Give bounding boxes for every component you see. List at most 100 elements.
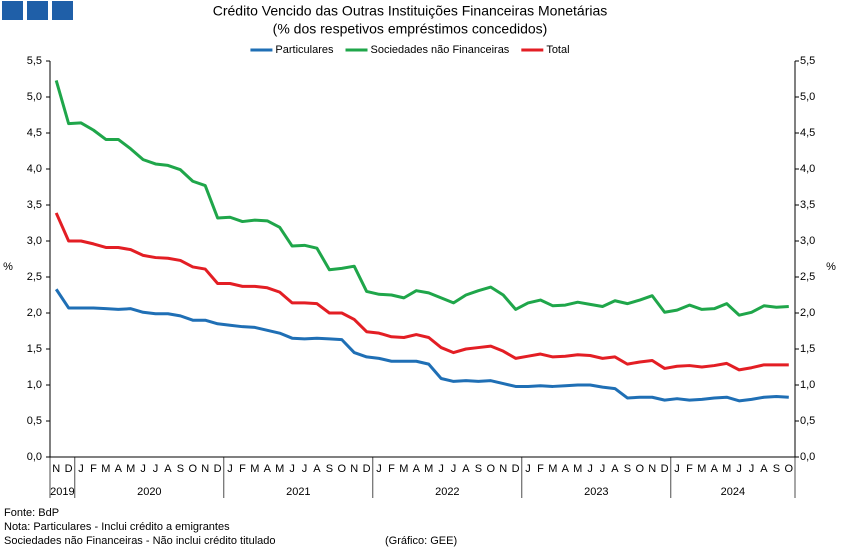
y-tick-label: 1,0 bbox=[27, 379, 42, 391]
x-tick-label: A bbox=[115, 463, 123, 475]
x-tick-label: J bbox=[525, 463, 531, 475]
x-tick-label: F bbox=[239, 463, 246, 475]
x-tick-label: O bbox=[338, 463, 347, 475]
x-tick-label: M bbox=[573, 463, 582, 475]
series-line bbox=[54, 288, 789, 403]
y-tick-label: 4,5 bbox=[27, 127, 42, 139]
series-line bbox=[54, 80, 789, 317]
x-tick-label: M bbox=[275, 463, 284, 475]
x-tick-label: D bbox=[661, 463, 669, 475]
y-tick-label: 2,0 bbox=[27, 307, 42, 319]
y-tick-label: 3,0 bbox=[27, 235, 42, 247]
series-line bbox=[54, 212, 789, 372]
x-tick-label: M bbox=[424, 463, 433, 475]
legend-label: Sociedades não Financeiras bbox=[371, 44, 510, 56]
y-tick-label: 5,0 bbox=[27, 91, 42, 103]
x-tick-label: D bbox=[363, 463, 371, 475]
x-tick-label: S bbox=[773, 463, 780, 475]
year-label: 2019 bbox=[50, 486, 74, 498]
year-label: 2024 bbox=[721, 486, 745, 498]
y-tick-label: 0,5 bbox=[27, 415, 42, 427]
x-tick-label: D bbox=[512, 463, 520, 475]
year-label: 2021 bbox=[286, 486, 310, 498]
year-label: 2022 bbox=[435, 486, 459, 498]
x-tick-label: J bbox=[153, 463, 159, 475]
chart-subtitle: (% dos respetivos empréstimos concedidos… bbox=[273, 21, 548, 37]
x-tick-label: S bbox=[624, 463, 631, 475]
y2-tick-label: 4,0 bbox=[800, 163, 815, 175]
y2-tick-label: 4,5 bbox=[800, 127, 815, 139]
x-tick-label: A bbox=[413, 463, 421, 475]
x-tick-label: M bbox=[126, 463, 135, 475]
x-tick-label: J bbox=[78, 463, 84, 475]
x-tick-label: N bbox=[648, 463, 656, 475]
x-tick-label: O bbox=[189, 463, 198, 475]
x-tick-label: F bbox=[537, 463, 544, 475]
x-tick-label: O bbox=[487, 463, 496, 475]
x-tick-label: N bbox=[350, 463, 358, 475]
x-tick-label: A bbox=[760, 463, 768, 475]
x-tick-label: M bbox=[722, 463, 731, 475]
note: Fonte: BdP bbox=[4, 507, 59, 519]
x-tick-label: N bbox=[499, 463, 507, 475]
y-tick-label: 2,5 bbox=[27, 271, 42, 283]
x-tick-label: N bbox=[201, 463, 209, 475]
x-tick-label: J bbox=[451, 463, 457, 475]
x-tick-label: J bbox=[736, 463, 742, 475]
y2-tick-label: 2,0 bbox=[800, 307, 815, 319]
logo-square bbox=[2, 1, 23, 20]
x-tick-label: A bbox=[711, 463, 719, 475]
y2-tick-label: 5,0 bbox=[800, 91, 815, 103]
note: Sociedades não Financeiras - Não inclui … bbox=[4, 535, 276, 547]
x-tick-label: A bbox=[313, 463, 321, 475]
x-tick-label: S bbox=[177, 463, 184, 475]
y2-tick-label: 1,0 bbox=[800, 379, 815, 391]
y-tick-label: 3,5 bbox=[27, 199, 42, 211]
y-tick-label: 1,5 bbox=[27, 343, 42, 355]
x-tick-label: M bbox=[697, 463, 706, 475]
chart-title: Crédito Vencido das Outras Instituições … bbox=[213, 3, 608, 19]
x-tick-label: J bbox=[227, 463, 233, 475]
x-tick-label: O bbox=[785, 463, 794, 475]
x-tick-label: J bbox=[749, 463, 755, 475]
x-tick-label: N bbox=[52, 463, 60, 475]
x-tick-label: A bbox=[264, 463, 272, 475]
year-label: 2023 bbox=[584, 486, 608, 498]
x-tick-label: M bbox=[250, 463, 259, 475]
note: Nota: Particulares - Inclui crédito a em… bbox=[4, 521, 230, 533]
logo-square bbox=[52, 1, 73, 20]
y2-tick-label: 3,5 bbox=[800, 199, 815, 211]
y-axis-label: % bbox=[3, 261, 13, 273]
logo-square bbox=[27, 1, 48, 20]
y2-axis-label: % bbox=[826, 261, 836, 273]
y2-tick-label: 0,5 bbox=[800, 415, 815, 427]
y2-tick-label: 0,0 bbox=[800, 451, 815, 463]
x-tick-label: J bbox=[289, 463, 295, 475]
y-tick-label: 4,0 bbox=[27, 163, 42, 175]
x-tick-label: J bbox=[600, 463, 606, 475]
x-tick-label: D bbox=[65, 463, 73, 475]
y2-tick-label: 5,5 bbox=[800, 55, 815, 67]
legend-label: Total bbox=[546, 44, 569, 56]
x-tick-label: J bbox=[587, 463, 593, 475]
x-tick-label: J bbox=[438, 463, 444, 475]
x-tick-label: M bbox=[399, 463, 408, 475]
x-tick-label: J bbox=[140, 463, 146, 475]
year-label: 2020 bbox=[137, 486, 161, 498]
x-tick-label: J bbox=[674, 463, 680, 475]
y-tick-label: 0,0 bbox=[27, 451, 42, 463]
x-tick-label: D bbox=[214, 463, 222, 475]
x-tick-label: A bbox=[611, 463, 619, 475]
x-tick-label: A bbox=[164, 463, 172, 475]
x-tick-label: A bbox=[562, 463, 570, 475]
x-tick-label: M bbox=[101, 463, 110, 475]
x-tick-label: F bbox=[90, 463, 97, 475]
x-tick-label: F bbox=[686, 463, 693, 475]
x-tick-label: A bbox=[462, 463, 470, 475]
y2-tick-label: 1,5 bbox=[800, 343, 815, 355]
x-tick-label: M bbox=[548, 463, 557, 475]
y2-tick-label: 3,0 bbox=[800, 235, 815, 247]
x-tick-label: S bbox=[326, 463, 333, 475]
x-tick-label: O bbox=[636, 463, 645, 475]
